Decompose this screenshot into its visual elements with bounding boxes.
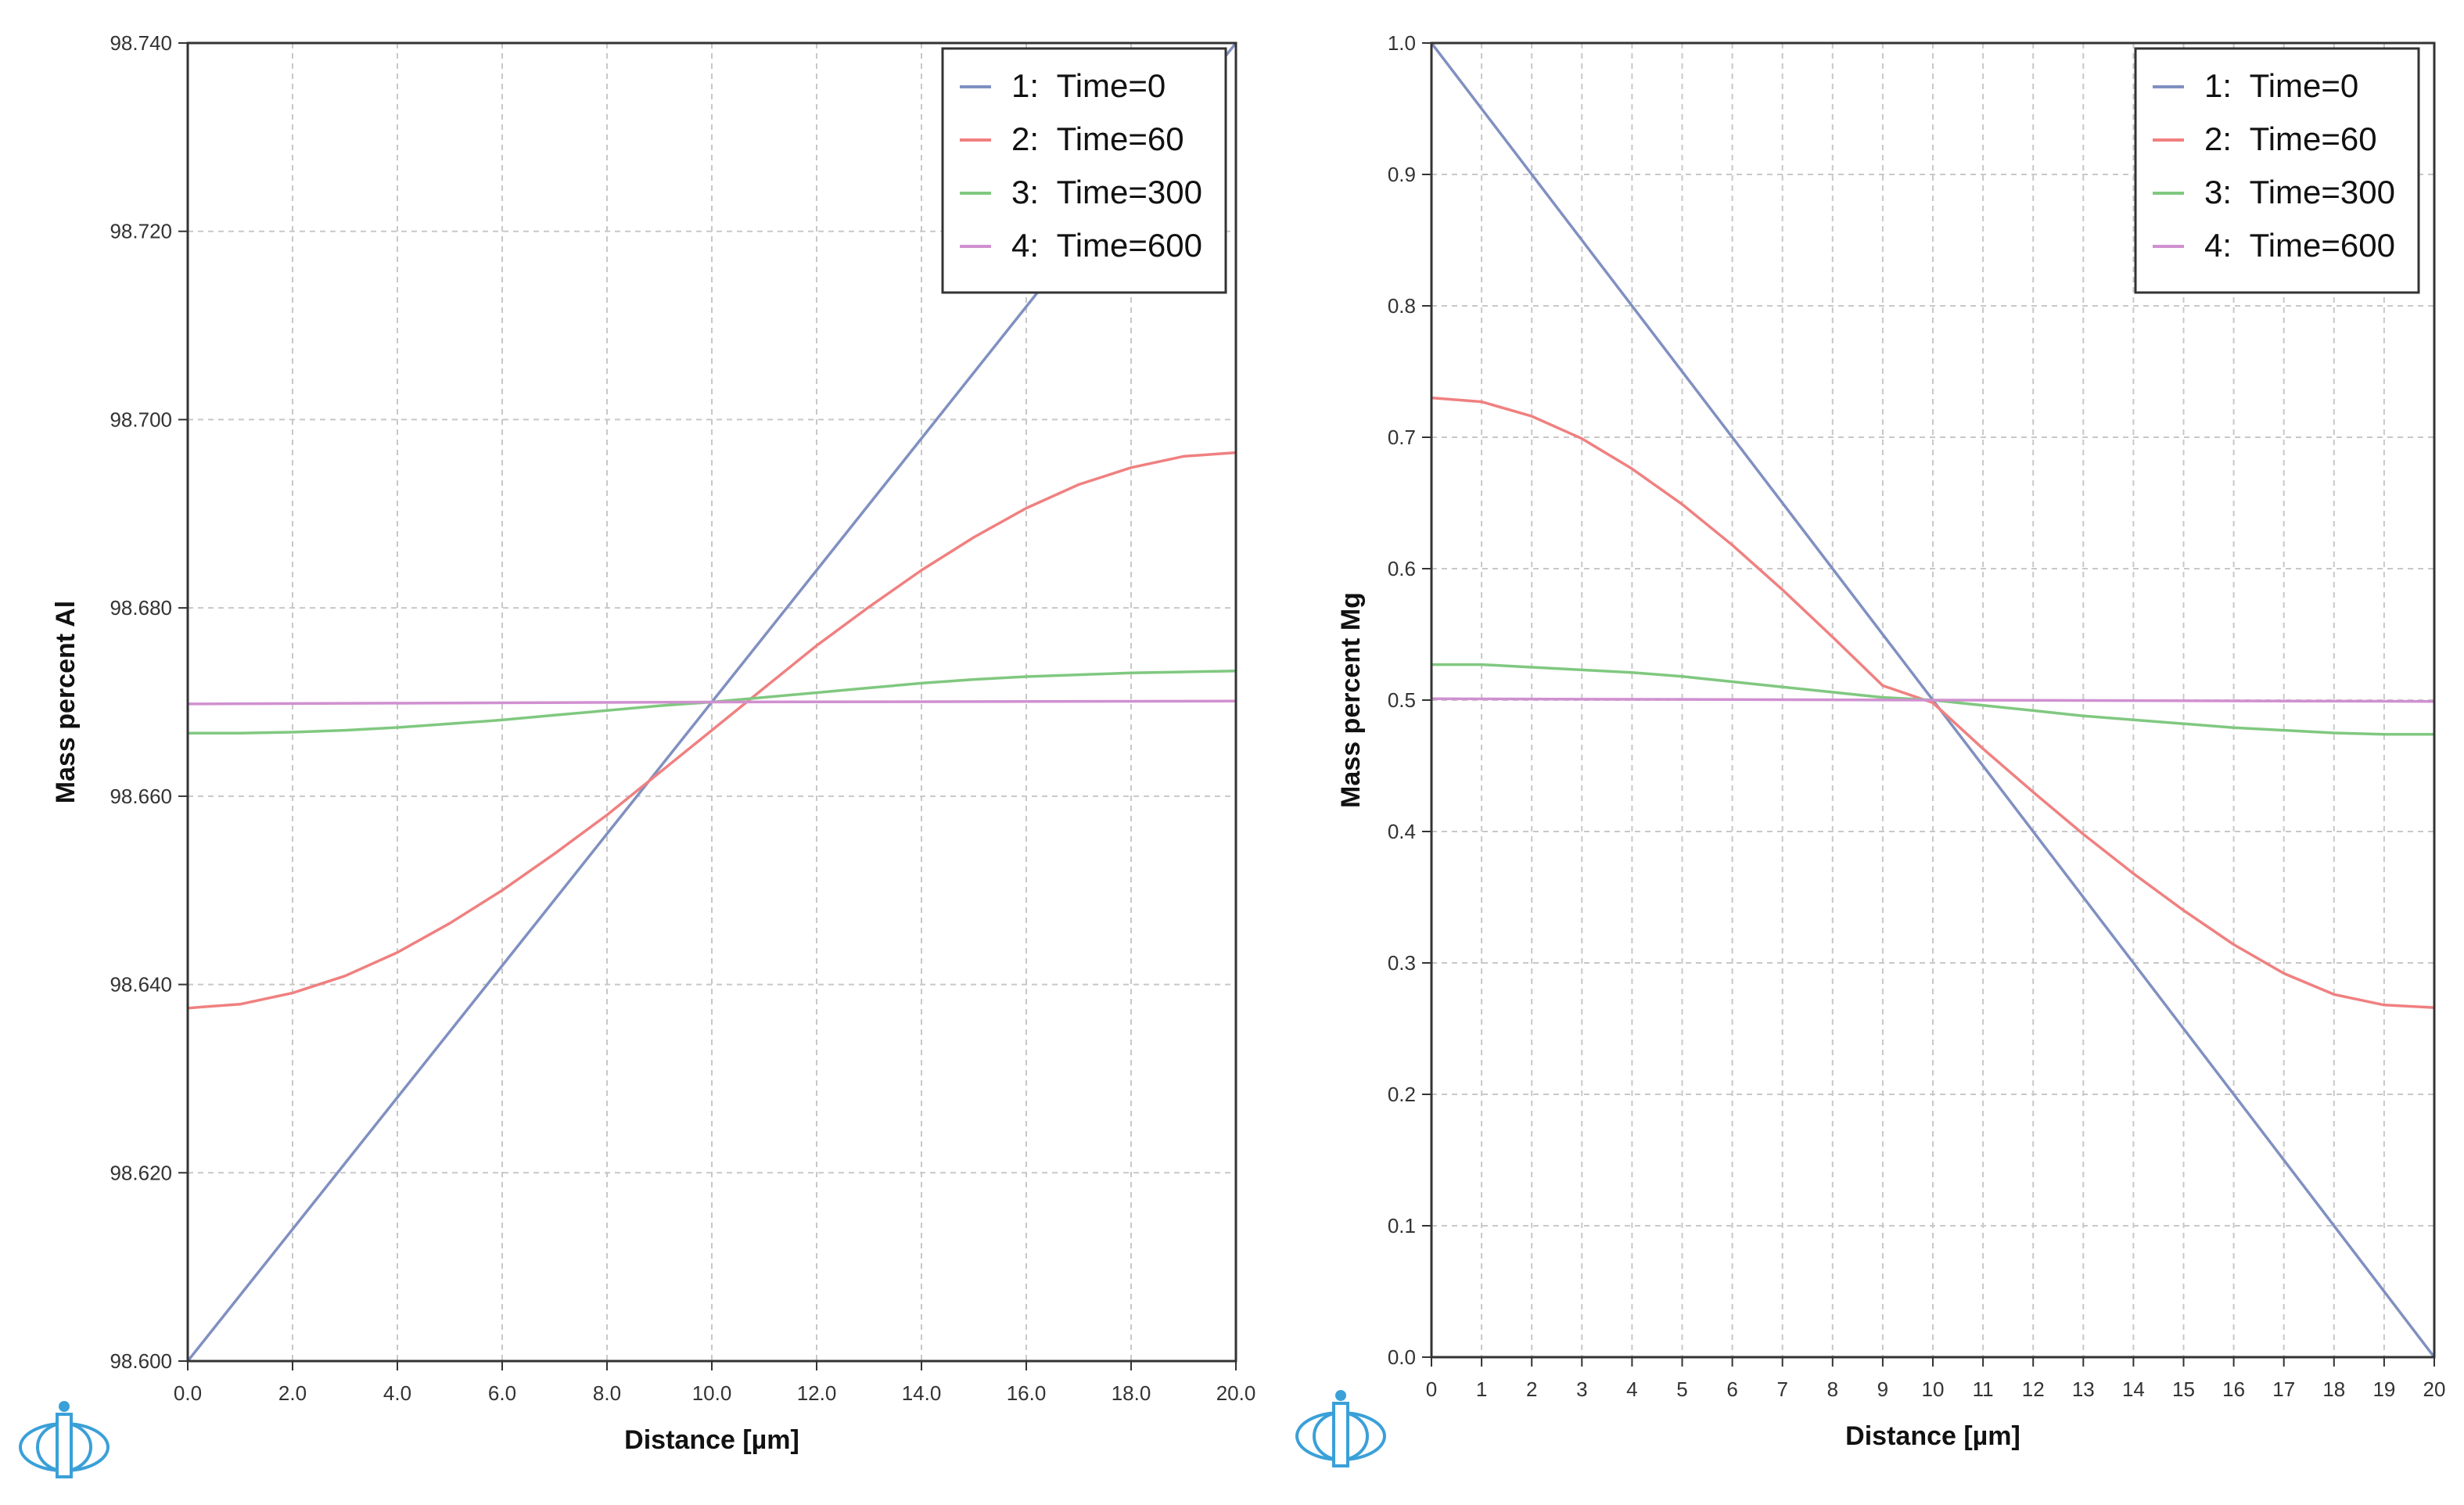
y-tick-label: 98.680 (110, 596, 172, 620)
series-line-4 (188, 699, 1236, 706)
x-tick-label: 7 (1776, 1377, 1787, 1401)
x-tick-label: 2.0 (278, 1381, 307, 1405)
x-tick-label: 11 (1973, 1377, 1994, 1401)
x-tick-label: 18 (2322, 1377, 2345, 1401)
legend: 1: Time=0 2: Time=60 3: Time=300 4: Time=60… (2134, 47, 2420, 294)
legend-entry-label: 2: Time=60 (1011, 120, 1184, 157)
legend-entry-label: 2: Time=60 (2204, 120, 2377, 157)
x-tick-label: 3 (1576, 1377, 1587, 1401)
x-tick-label: 16.0 (1007, 1381, 1047, 1405)
x-tick-label: 19 (2372, 1377, 2395, 1401)
right-chart-panel: 0 1 2 3 4 5 6 7 8 9 10 11 12 13 14 15 16 17 18 19 200.00.10.… (1336, 31, 2445, 1451)
logo-icon (1295, 1390, 1386, 1467)
y-tick-label: 98.600 (110, 1349, 172, 1373)
y-tick-label: 0.0 (1388, 1345, 1416, 1369)
y-tick-label: 0.4 (1388, 820, 1416, 843)
y-tick-label: 98.620 (110, 1161, 172, 1184)
y-tick-label: 98.640 (110, 973, 172, 997)
legend-entry-label: 3: Time=300 (1011, 174, 1202, 210)
y-tick-label: 0.1 (1388, 1214, 1416, 1237)
y-tick-label: 98.720 (110, 220, 172, 243)
x-tick-label: 15 (2172, 1377, 2195, 1401)
x-axis-label: Distance [µm] (624, 1425, 799, 1455)
x-tick-label: 10.0 (692, 1381, 732, 1405)
x-tick-label: 1 (1476, 1377, 1487, 1401)
x-tick-label: 16 (2222, 1377, 2245, 1401)
x-axis-label: Distance [µm] (1845, 1421, 2020, 1451)
x-tick-label: 13 (2072, 1377, 2095, 1401)
series-line-4 (1431, 697, 2434, 703)
y-tick-label: 0.7 (1388, 426, 1416, 449)
legend-entry-label: 4: Time=600 (2204, 227, 2395, 264)
series-line-2 (188, 451, 1236, 1010)
legend-entry-label: 1: Time=0 (1011, 67, 1166, 104)
legend-entry-label: 1: Time=0 (2204, 67, 2358, 104)
x-tick-label: 14.0 (902, 1381, 942, 1405)
legend: 1: Time=0 2: Time=60 3: Time=300 4: Time=60… (941, 47, 1227, 294)
y-tick-label: 0.3 (1388, 951, 1416, 975)
series-line-2 (1431, 396, 2434, 1009)
legend-entry-label: 4: Time=600 (1011, 227, 1202, 264)
y-tick-label: 0.5 (1388, 688, 1416, 712)
x-tick-label: 5 (1676, 1377, 1687, 1401)
x-tick-label: 20 (2423, 1377, 2446, 1401)
y-axis-label: Mass percent Mg (1336, 592, 1366, 808)
x-tick-label: 6.0 (488, 1381, 516, 1405)
y-axis-label: Mass percent Al (51, 601, 81, 804)
y-tick-label: 0.2 (1388, 1083, 1416, 1106)
left-chart-panel: 0.0 2.0 4.0 6.0 8.0 10.0 12.0 14.0 16.0 18.0 20.0 9… (51, 31, 1255, 1455)
x-tick-label: 12.0 (797, 1381, 837, 1405)
y-tick-label: 98.660 (110, 785, 172, 808)
x-tick-label: 6 (1726, 1377, 1737, 1401)
x-tick-label: 2 (1526, 1377, 1537, 1401)
x-tick-label: 9 (1877, 1377, 1888, 1401)
y-tick-label: 0.8 (1388, 294, 1416, 318)
x-tick-label: 4 (1626, 1377, 1637, 1401)
y-tick-label: 1.0 (1388, 31, 1416, 55)
y-tick-label: 0.9 (1388, 163, 1416, 186)
x-tick-label: 0.0 (174, 1381, 202, 1405)
y-tick-label: 0.6 (1388, 557, 1416, 580)
x-tick-label: 17 (2272, 1377, 2295, 1401)
logo-icon (19, 1401, 110, 1478)
x-tick-label: 14 (2122, 1377, 2145, 1401)
legend-entry-label: 3: Time=300 (2204, 174, 2395, 210)
y-tick-label: 98.740 (110, 31, 172, 55)
x-tick-label: 0 (1426, 1377, 1437, 1401)
x-tick-label: 18.0 (1112, 1381, 1151, 1405)
x-tick-label: 8 (1827, 1377, 1838, 1401)
x-tick-label: 20.0 (1216, 1381, 1256, 1405)
x-tick-label: 8.0 (593, 1381, 621, 1405)
x-tick-label: 4.0 (383, 1381, 411, 1405)
x-tick-label: 12 (2022, 1377, 2045, 1401)
x-tick-label: 10 (1922, 1377, 1945, 1401)
y-tick-label: 98.700 (110, 408, 172, 431)
